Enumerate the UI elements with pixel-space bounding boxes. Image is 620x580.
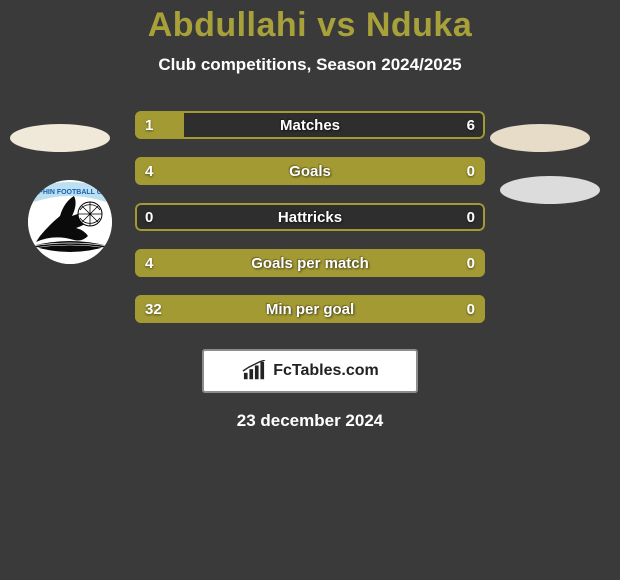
comparison-card: Abdullahi vs Nduka Club competitions, Se… xyxy=(0,0,620,580)
svg-text:PHIN FOOTBALL C: PHIN FOOTBALL C xyxy=(38,189,102,196)
stat-value-right: 0 xyxy=(467,295,475,323)
bar-chart-icon xyxy=(241,360,267,382)
branding-text: FcTables.com xyxy=(273,362,379,380)
flag-right-1 xyxy=(490,124,590,152)
stat-label: Hattricks xyxy=(135,203,485,231)
dolphin-badge-icon: PHIN FOOTBALL C xyxy=(28,180,112,264)
stat-row: 4 Goals per match 0 xyxy=(135,249,485,277)
stat-label: Min per goal xyxy=(135,295,485,323)
stat-label: Goals xyxy=(135,157,485,185)
stat-value-right: 6 xyxy=(467,111,475,139)
stat-row: 1 Matches 6 xyxy=(135,111,485,139)
stat-row: 4 Goals 0 xyxy=(135,157,485,185)
stat-value-right: 0 xyxy=(467,157,475,185)
page-title: Abdullahi vs Nduka xyxy=(0,0,620,45)
stat-row: 32 Min per goal 0 xyxy=(135,295,485,323)
flag-right-2 xyxy=(500,176,600,204)
flag-left xyxy=(10,124,110,152)
stat-row: 0 Hattricks 0 xyxy=(135,203,485,231)
stat-label: Matches xyxy=(135,111,485,139)
stat-value-right: 0 xyxy=(467,249,475,277)
branding-box: FcTables.com xyxy=(202,349,418,393)
date-text: 23 december 2024 xyxy=(0,411,620,431)
stat-value-right: 0 xyxy=(467,203,475,231)
club-badge-left: PHIN FOOTBALL C xyxy=(28,180,112,264)
stat-label: Goals per match xyxy=(135,249,485,277)
stats-rows: 1 Matches 6 4 Goals 0 0 Hattricks 0 4 xyxy=(135,111,485,323)
subtitle: Club competitions, Season 2024/2025 xyxy=(0,55,620,75)
